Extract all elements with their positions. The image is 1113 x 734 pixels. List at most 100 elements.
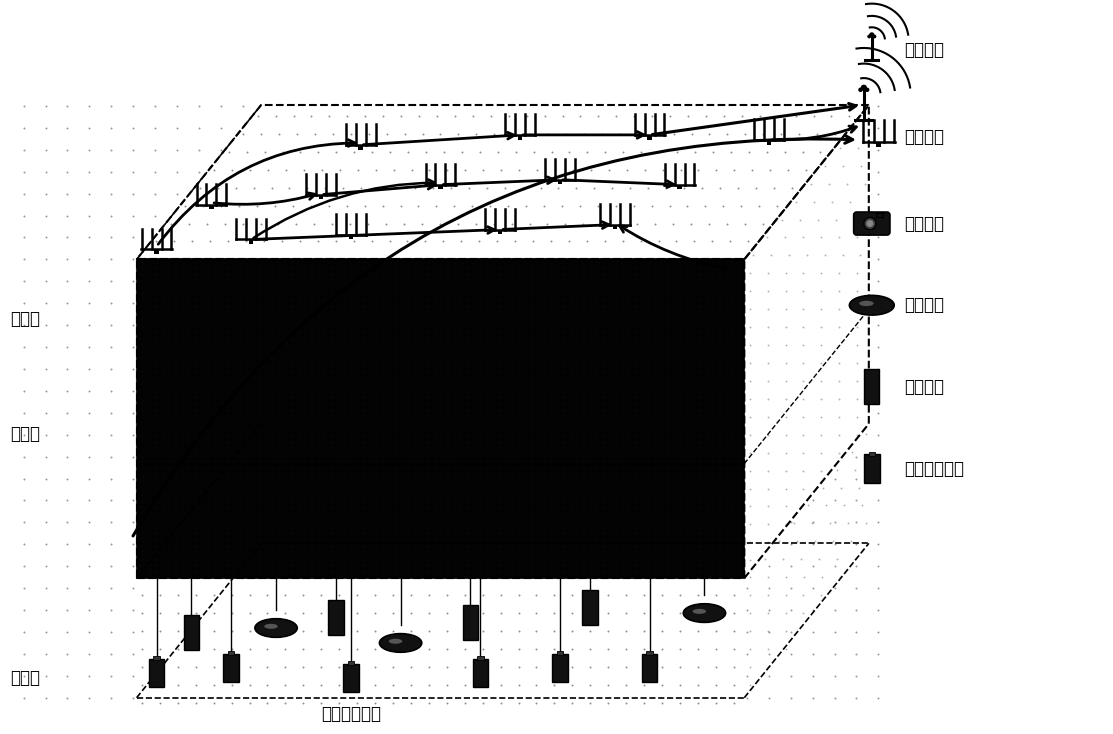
Point [672, 495, 690, 506]
Point [299, 122, 317, 134]
Point [420, 589, 437, 601]
Point [649, 465, 667, 477]
Point [804, 604, 821, 616]
Point [429, 110, 446, 122]
Point [681, 530, 699, 542]
Point [545, 625, 563, 637]
Point [790, 128, 808, 139]
Point [223, 607, 240, 619]
Point [403, 517, 421, 529]
Point [371, 446, 388, 458]
Point [804, 188, 821, 200]
Point [617, 485, 634, 497]
Point [170, 569, 188, 581]
Point [325, 388, 343, 399]
Point [80, 626, 98, 638]
Point [208, 446, 226, 458]
Point [584, 517, 602, 529]
Point [630, 323, 648, 335]
Point [146, 473, 164, 484]
Point [267, 472, 285, 484]
Point [221, 504, 239, 516]
Point [826, 626, 844, 638]
Point [661, 110, 679, 122]
Point [146, 385, 164, 397]
Point [713, 265, 731, 277]
Point [276, 661, 294, 673]
Point [306, 414, 324, 426]
Point [299, 304, 317, 316]
Point [150, 479, 168, 490]
Point [701, 291, 719, 302]
Point [713, 277, 731, 289]
Point [610, 394, 628, 406]
Point [203, 272, 220, 283]
Point [869, 319, 887, 331]
Point [403, 362, 421, 374]
Point [656, 284, 673, 296]
Point [267, 258, 285, 270]
Point [293, 524, 311, 536]
Point [760, 626, 778, 638]
Point [671, 164, 689, 175]
Point [234, 407, 252, 418]
Point [332, 420, 349, 432]
Point [795, 321, 812, 333]
Point [196, 388, 214, 399]
Point [324, 128, 342, 139]
Point [467, 543, 485, 555]
Point [267, 485, 285, 497]
Point [467, 524, 485, 536]
Point [520, 316, 538, 328]
Point [610, 343, 628, 355]
Point [306, 128, 324, 139]
Point [681, 517, 699, 529]
Point [623, 316, 641, 328]
Point [313, 524, 331, 536]
Point [410, 563, 427, 575]
Point [267, 440, 285, 451]
Point [435, 258, 453, 270]
Point [410, 388, 427, 399]
Point [467, 504, 485, 516]
Point [190, 210, 208, 222]
Point [674, 272, 692, 283]
Point [254, 330, 272, 341]
Point [584, 465, 602, 477]
Point [203, 323, 220, 335]
Point [514, 182, 532, 194]
Point [286, 465, 304, 477]
Point [403, 316, 421, 328]
Point [256, 122, 274, 134]
Point [474, 381, 492, 393]
Point [351, 479, 368, 490]
Point [242, 375, 259, 387]
Point [416, 440, 434, 451]
Point [318, 420, 336, 432]
Point [410, 498, 427, 509]
Point [617, 511, 634, 523]
Point [649, 479, 667, 490]
Point [366, 625, 384, 637]
Point [571, 272, 589, 283]
Point [584, 539, 602, 550]
Point [681, 563, 699, 575]
Point [247, 355, 265, 367]
Point [733, 563, 751, 575]
Point [650, 670, 668, 682]
Point [344, 275, 362, 287]
Point [431, 341, 449, 353]
Point [701, 316, 719, 328]
Point [351, 472, 368, 484]
Point [365, 100, 383, 112]
Point [299, 433, 317, 445]
Point [325, 433, 343, 445]
Point [338, 375, 356, 387]
Point [306, 330, 324, 341]
Point [804, 517, 821, 528]
Point [697, 200, 715, 211]
Point [826, 648, 844, 660]
Point [215, 336, 233, 348]
Point [449, 343, 466, 355]
Point [519, 582, 536, 594]
